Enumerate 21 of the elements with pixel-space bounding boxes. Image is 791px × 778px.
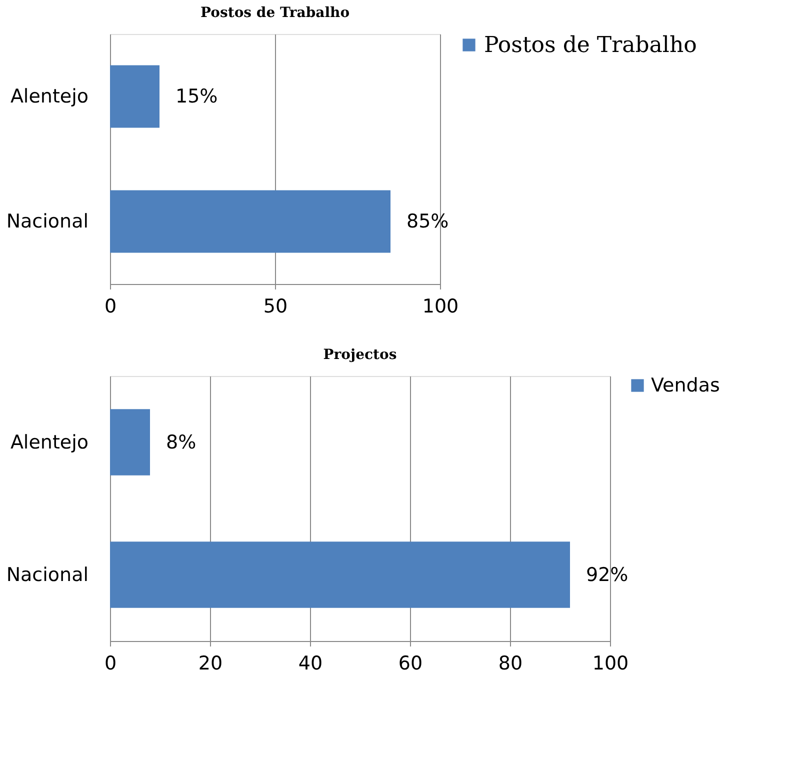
data-label: 85% [406, 210, 449, 232]
x-tick-label: 80 [498, 652, 523, 674]
x-tick-label: 0 [104, 296, 117, 318]
x-tick-label: 20 [198, 652, 223, 674]
x-tick-label: 50 [263, 296, 288, 318]
x-tick-label: 0 [104, 652, 117, 674]
data-label: 15% [176, 86, 218, 108]
y-tick-label: Alentejo [10, 86, 88, 108]
data-label: 92% [586, 564, 628, 586]
y-tick-label: Nacional [6, 210, 88, 232]
x-tick-label: 60 [398, 652, 423, 674]
x-tick-label: 100 [592, 652, 629, 674]
x-tick-label: 100 [422, 296, 459, 318]
y-tick-label: Nacional [6, 564, 88, 586]
legend-label: Postos de Trabalho [484, 33, 697, 58]
data-label: 8% [166, 431, 196, 454]
chart-title: Postos de Trabalho [200, 5, 350, 21]
legend-label: Vendas [651, 374, 720, 396]
y-tick-label: Alentejo [10, 431, 88, 454]
x-tick-label: 40 [298, 652, 323, 674]
chart-title: Projectos [323, 347, 397, 363]
